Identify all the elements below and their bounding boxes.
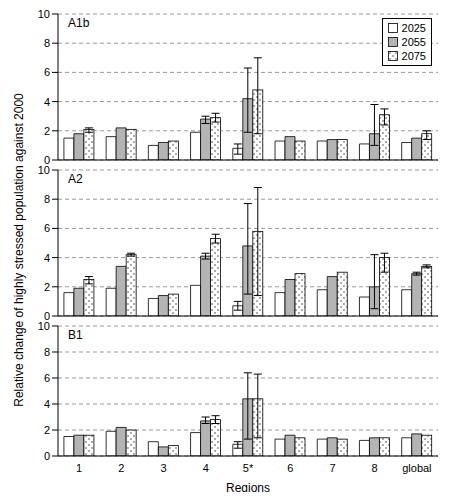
html-text:B1: B1 bbox=[68, 328, 83, 342]
svg-text:10: 10 bbox=[38, 320, 50, 332]
svg-text:2: 2 bbox=[118, 462, 124, 474]
svg-text:5*: 5* bbox=[243, 462, 254, 474]
html-text:Relative change of highly stre: Relative change of highly stressed popul… bbox=[12, 93, 26, 407]
svg-text:6: 6 bbox=[287, 462, 293, 474]
svg-text:0: 0 bbox=[44, 154, 50, 164]
svg-text:2: 2 bbox=[44, 281, 50, 293]
svg-text:0: 0 bbox=[44, 450, 50, 462]
html-text:2025: 2025 bbox=[401, 22, 426, 34]
svg-text:2: 2 bbox=[44, 125, 50, 137]
svg-text:10: 10 bbox=[38, 8, 50, 20]
svg-text:8: 8 bbox=[372, 462, 378, 474]
svg-text:10: 10 bbox=[38, 164, 50, 176]
svg-text:2: 2 bbox=[44, 424, 50, 436]
svg-text:Regions: Regions bbox=[226, 481, 270, 492]
html-text:A2: A2 bbox=[68, 172, 83, 186]
svg-text:4: 4 bbox=[44, 252, 50, 264]
svg-text:8: 8 bbox=[44, 37, 50, 49]
svg-text:4: 4 bbox=[44, 398, 50, 410]
html-text:2075: 2075 bbox=[401, 50, 426, 62]
svg-text:0: 0 bbox=[44, 310, 50, 320]
svg-text:8: 8 bbox=[44, 193, 50, 205]
svg-text:6: 6 bbox=[44, 66, 50, 78]
svg-text:6: 6 bbox=[44, 222, 50, 234]
svg-text:7: 7 bbox=[329, 462, 335, 474]
svg-text:1: 1 bbox=[76, 462, 82, 474]
svg-text:4: 4 bbox=[44, 96, 50, 108]
svg-text:global: global bbox=[402, 462, 431, 474]
html-text:2055: 2055 bbox=[401, 36, 426, 48]
svg-text:6: 6 bbox=[44, 372, 50, 384]
svg-text:3: 3 bbox=[160, 462, 166, 474]
svg-text:8: 8 bbox=[44, 346, 50, 358]
svg-text:4: 4 bbox=[203, 462, 209, 474]
html-text:A1b: A1b bbox=[68, 16, 90, 30]
